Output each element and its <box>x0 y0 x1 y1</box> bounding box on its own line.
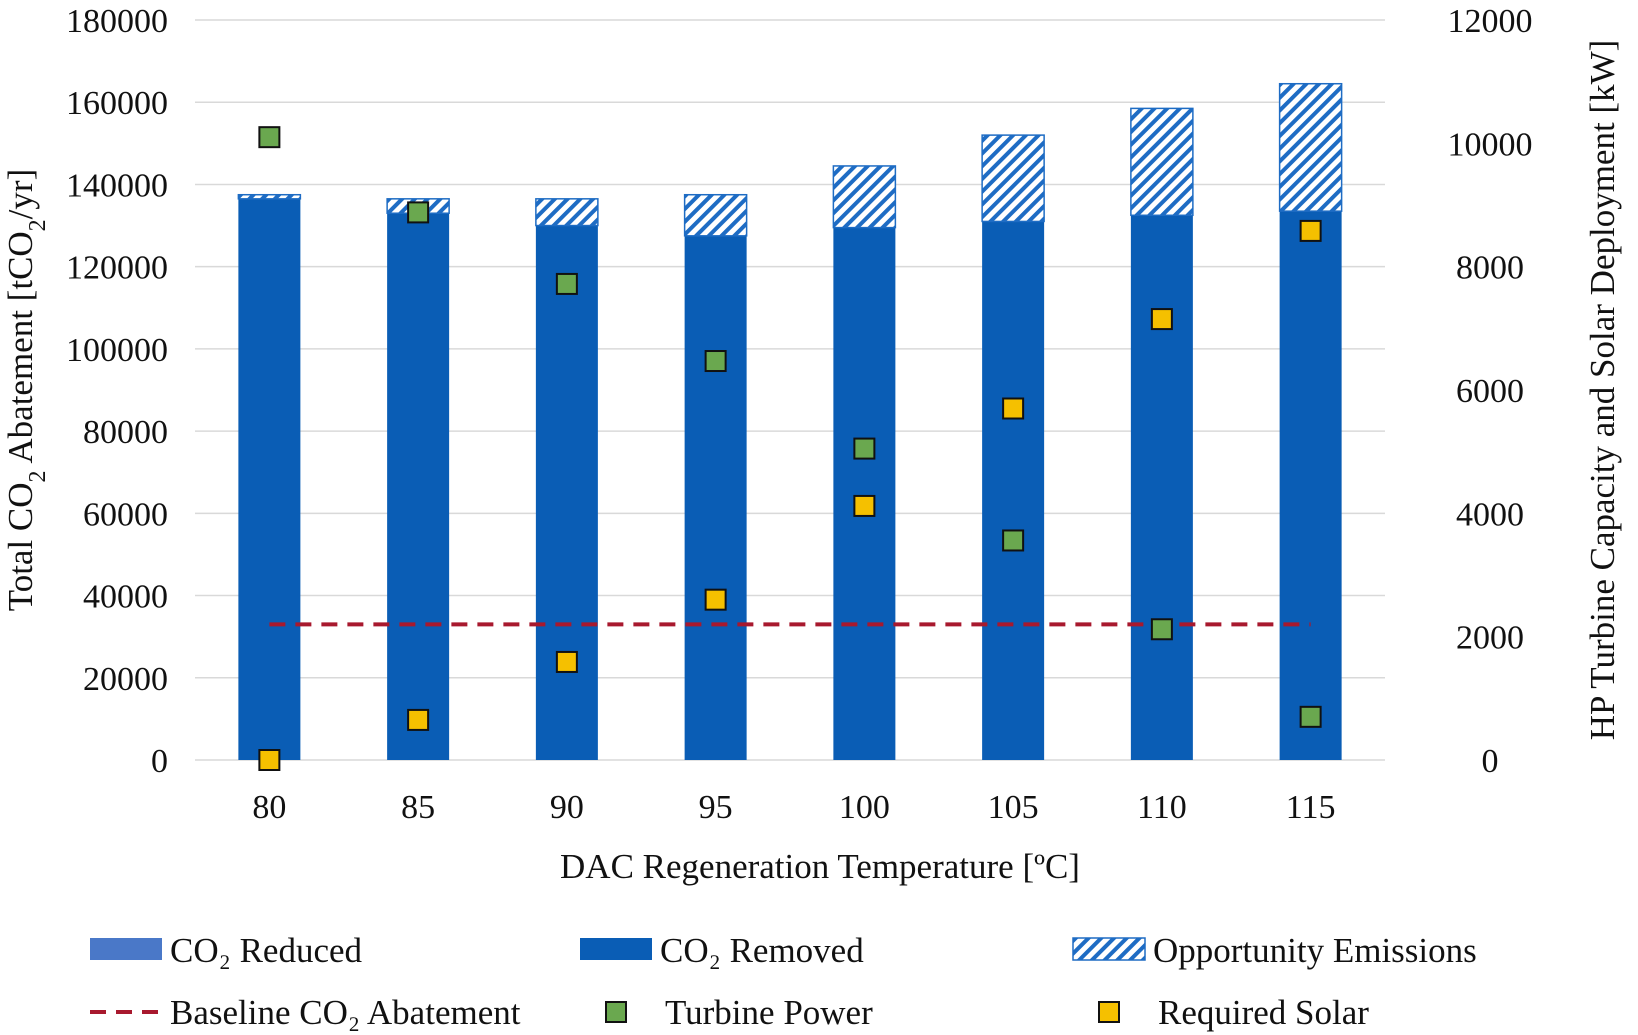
bar-opportunity-emissions <box>535 198 599 227</box>
bar-co2-removed <box>833 227 896 761</box>
marker-turbine-power <box>258 126 281 149</box>
bar-opportunity-emissions <box>683 193 748 237</box>
legend-label: Turbine Power <box>665 993 873 1032</box>
legend-label: Required Solar <box>1158 993 1369 1032</box>
legend-swatch <box>1072 937 1146 961</box>
marker-turbine-power <box>555 272 578 295</box>
marker-required-solar <box>853 494 876 517</box>
y-left-tick-label: 140000 <box>66 167 168 204</box>
legend-swatch <box>90 938 162 960</box>
x-tick-label: 80 <box>252 789 286 826</box>
legend-item: CO₂ Reduced <box>90 931 363 970</box>
legend-label: CO₂ Reduced <box>170 931 363 970</box>
marker-required-solar <box>407 708 430 731</box>
y-left-tick-label: 20000 <box>83 661 168 698</box>
y-axis-right-title: HP Turbine Capacity and Solar Deployment… <box>1583 40 1622 741</box>
marker-turbine-power <box>1002 529 1025 552</box>
y-right-tick-label: 12000 <box>1448 3 1533 40</box>
legend-item: Opportunity Emissions <box>1072 931 1477 970</box>
bar-co2-removed <box>1130 215 1193 760</box>
y-left-tick-label: 80000 <box>83 414 168 451</box>
bar-opportunity-emissions <box>237 193 302 200</box>
marker-required-solar <box>258 749 281 771</box>
x-tick-label: 115 <box>1286 789 1336 826</box>
marker-turbine-power <box>1299 705 1322 728</box>
marker-turbine-power <box>407 201 430 224</box>
legend-item: Baseline CO₂ Abatement <box>90 993 521 1032</box>
bar-co2-removed <box>1279 211 1342 760</box>
legend-label: Opportunity Emissions <box>1153 931 1477 970</box>
y-axis-left-title: Total CO2 Abatement [tCO2/yr] <box>1 169 51 611</box>
marker-turbine-power <box>704 350 727 373</box>
y-right-tick-label: 4000 <box>1456 496 1524 533</box>
marker-required-solar <box>704 588 727 611</box>
bar-opportunity-emissions <box>1130 107 1194 217</box>
y-right-tick-label: 8000 <box>1456 250 1524 287</box>
bar-co2-removed <box>238 198 301 761</box>
y-left-tick-label: 0 <box>151 743 168 780</box>
bar-opportunity-emissions <box>1278 82 1343 212</box>
y-left-tick-label: 180000 <box>66 3 168 40</box>
bar-co2-removed <box>387 213 450 760</box>
bar-co2-removed <box>535 225 598 761</box>
x-axis-title: DAC Regeneration Temperature [ºC] <box>560 847 1080 886</box>
marker-required-solar <box>555 650 578 673</box>
y-left-tick-label: 120000 <box>66 250 168 287</box>
legend-item: Turbine Power <box>605 993 873 1032</box>
legend-label: Baseline CO₂ Abatement <box>170 993 521 1032</box>
x-tick-label: 95 <box>699 789 733 826</box>
y-right-tick-label: 0 <box>1482 743 1499 780</box>
legend-item: CO₂ Removed <box>580 931 864 970</box>
legend-swatch <box>1098 1001 1120 1023</box>
bar-co2-removed <box>684 235 747 761</box>
legend-swatch <box>605 1001 627 1023</box>
y-left-tick-label: 40000 <box>83 579 168 616</box>
marker-turbine-power <box>853 437 876 460</box>
bar-opportunity-emissions <box>832 165 897 229</box>
legend: CO₂ Reduced CO₂ Removed Opportunity Emissi… <box>90 931 1477 1032</box>
marker-required-solar <box>1299 219 1322 242</box>
x-tick-label: 105 <box>988 789 1039 826</box>
x-tick-label: 85 <box>401 789 435 826</box>
marker-required-solar <box>1150 308 1173 331</box>
x-tick-label: 90 <box>550 789 584 826</box>
legend-label: CO₂ Removed <box>660 931 864 970</box>
bar-co2-removed <box>982 221 1045 760</box>
legend-swatch <box>580 938 652 960</box>
y-right-tick-label: 10000 <box>1448 126 1533 163</box>
marker-turbine-power <box>1150 618 1173 641</box>
y-left-tick-label: 60000 <box>83 496 168 533</box>
y-right-tick-label: 6000 <box>1456 373 1524 410</box>
y-left-tick-label: 100000 <box>66 332 168 369</box>
x-tick-label: 110 <box>1137 789 1187 826</box>
y-right-tick-label: 2000 <box>1456 620 1524 657</box>
bar-opportunity-emissions <box>981 134 1045 223</box>
marker-required-solar <box>1002 397 1025 420</box>
x-tick-label: 100 <box>839 789 890 826</box>
y-left-tick-label: 160000 <box>66 85 168 122</box>
legend-item: Required Solar <box>1098 993 1369 1032</box>
